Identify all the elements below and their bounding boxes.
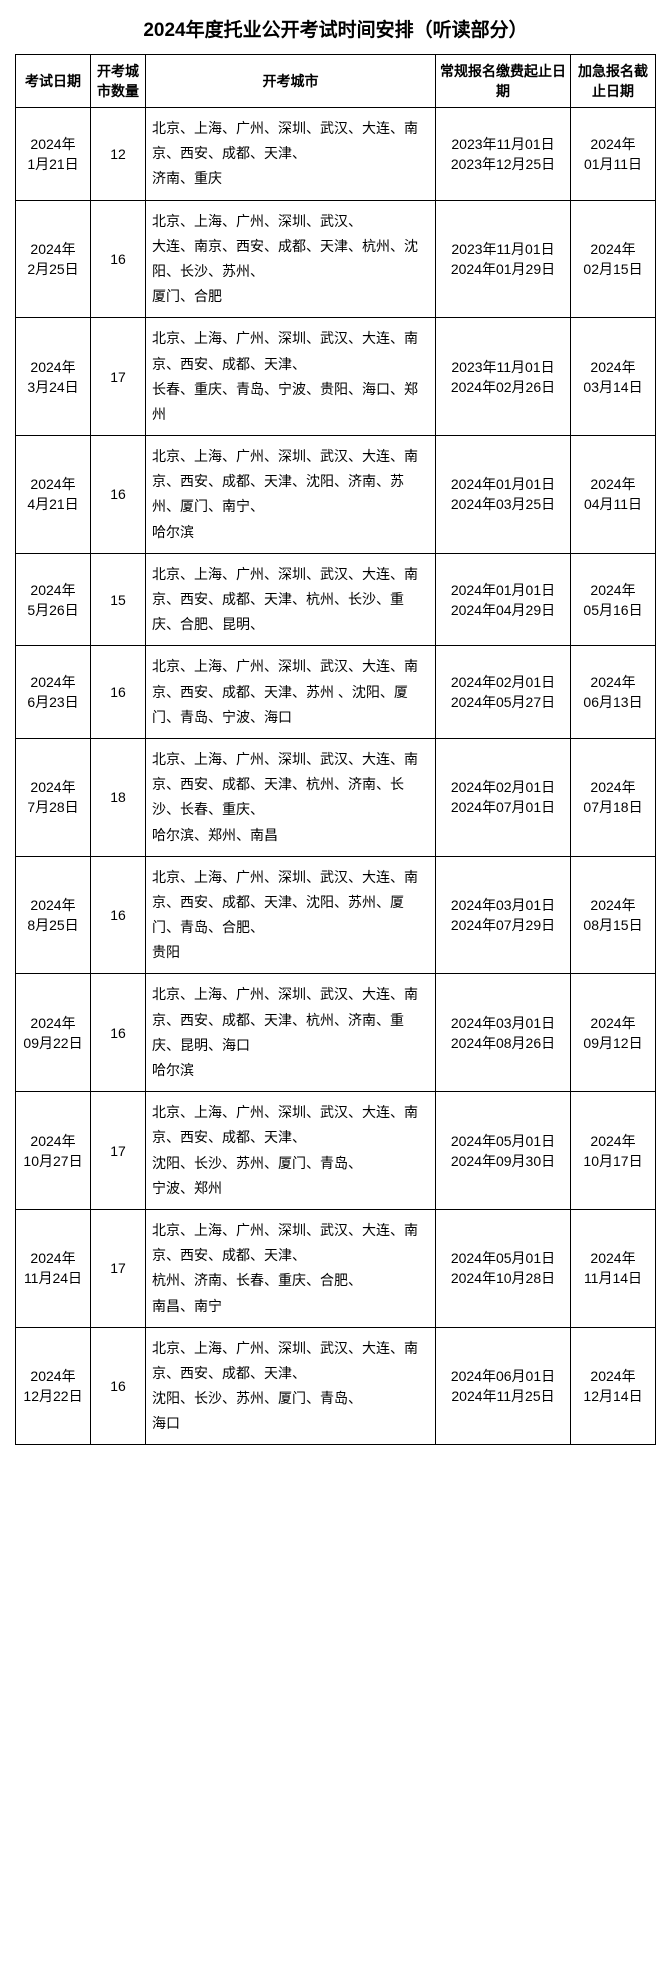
cell-regular-reg: 2023年11月01日2024年02月26日 — [436, 318, 571, 436]
cell-regular-reg: 2024年02月01日2024年05月27日 — [436, 646, 571, 739]
cell-exam-date: 2024年7月28日 — [16, 738, 91, 856]
cell-regular-reg: 2024年03月01日2024年07月29日 — [436, 856, 571, 974]
cell-cities: 北京、上海、广州、深圳、武汉、大连、南京、西安、成都、天津、杭州、济南、长春、重… — [146, 1209, 436, 1327]
table-row: 2024年2月25日16北京、上海、广州、深圳、武汉、大连、南京、西安、成都、天… — [16, 200, 656, 318]
cell-rush-reg: 2024年08月15日 — [571, 856, 656, 974]
header-regular-reg: 常规报名缴费起止日期 — [436, 55, 571, 108]
cell-exam-date: 2024年4月21日 — [16, 436, 91, 554]
cell-city-count: 17 — [91, 1209, 146, 1327]
cell-city-count: 16 — [91, 856, 146, 974]
cell-exam-date: 2024年8月25日 — [16, 856, 91, 974]
cell-cities: 北京、上海、广州、深圳、武汉、大连、南京、西安、成都、天津、杭州、济南、长沙、长… — [146, 738, 436, 856]
cell-regular-reg: 2024年03月01日2024年08月26日 — [436, 974, 571, 1092]
cell-exam-date: 2024年6月23日 — [16, 646, 91, 739]
cell-regular-reg: 2024年01月01日2024年04月29日 — [436, 553, 571, 646]
cell-rush-reg: 2024年01月11日 — [571, 108, 656, 201]
cell-rush-reg: 2024年09月12日 — [571, 974, 656, 1092]
table-row: 2024年5月26日15北京、上海、广州、深圳、武汉、大连、南京、西安、成都、天… — [16, 553, 656, 646]
cell-exam-date: 2024年2月25日 — [16, 200, 91, 318]
cell-city-count: 16 — [91, 974, 146, 1092]
table-row: 2024年11月24日17北京、上海、广州、深圳、武汉、大连、南京、西安、成都、… — [16, 1209, 656, 1327]
cell-exam-date: 2024年09月22日 — [16, 974, 91, 1092]
cell-rush-reg: 2024年05月16日 — [571, 553, 656, 646]
cell-cities: 北京、上海、广州、深圳、武汉、大连、南京、西安、成都、天津、沈阳、苏州、厦门、青… — [146, 856, 436, 974]
table-row: 2024年7月28日18北京、上海、广州、深圳、武汉、大连、南京、西安、成都、天… — [16, 738, 656, 856]
schedule-table: 考试日期 开考城市数量 开考城市 常规报名缴费起止日期 加急报名截止日期 202… — [15, 54, 656, 1445]
cell-city-count: 16 — [91, 646, 146, 739]
cell-city-count: 16 — [91, 436, 146, 554]
cell-city-count: 12 — [91, 108, 146, 201]
cell-city-count: 18 — [91, 738, 146, 856]
cell-exam-date: 2024年5月26日 — [16, 553, 91, 646]
cell-city-count: 17 — [91, 1092, 146, 1210]
table-row: 2024年3月24日17北京、上海、广州、深圳、武汉、大连、南京、西安、成都、天… — [16, 318, 656, 436]
header-exam-date: 考试日期 — [16, 55, 91, 108]
cell-regular-reg: 2023年11月01日2023年12月25日 — [436, 108, 571, 201]
cell-cities: 北京、上海、广州、深圳、武汉、大连、南京、西安、成都、天津、杭州、长沙、重庆、合… — [146, 553, 436, 646]
cell-regular-reg: 2024年02月01日2024年07月01日 — [436, 738, 571, 856]
header-rush-reg: 加急报名截止日期 — [571, 55, 656, 108]
cell-exam-date: 2024年10月27日 — [16, 1092, 91, 1210]
cell-cities: 北京、上海、广州、深圳、武汉、大连、南京、西安、成都、天津、济南、重庆 — [146, 108, 436, 201]
cell-rush-reg: 2024年04月11日 — [571, 436, 656, 554]
cell-rush-reg: 2024年03月14日 — [571, 318, 656, 436]
table-row: 2024年10月27日17北京、上海、广州、深圳、武汉、大连、南京、西安、成都、… — [16, 1092, 656, 1210]
table-row: 2024年09月22日16北京、上海、广州、深圳、武汉、大连、南京、西安、成都、… — [16, 974, 656, 1092]
cell-cities: 北京、上海、广州、深圳、武汉、大连、南京、西安、成都、天津、长春、重庆、青岛、宁… — [146, 318, 436, 436]
cell-exam-date: 2024年1月21日 — [16, 108, 91, 201]
cell-exam-date: 2024年11月24日 — [16, 1209, 91, 1327]
cell-rush-reg: 2024年02月15日 — [571, 200, 656, 318]
cell-regular-reg: 2023年11月01日2024年01月29日 — [436, 200, 571, 318]
header-city-count: 开考城市数量 — [91, 55, 146, 108]
table-row: 2024年8月25日16北京、上海、广州、深圳、武汉、大连、南京、西安、成都、天… — [16, 856, 656, 974]
cell-city-count: 17 — [91, 318, 146, 436]
cell-cities: 北京、上海、广州、深圳、武汉、大连、南京、西安、成都、天津、杭州、济南、重庆、昆… — [146, 974, 436, 1092]
cell-cities: 北京、上海、广州、深圳、武汉、大连、南京、西安、成都、天津、沈阳、济南、苏州、厦… — [146, 436, 436, 554]
cell-regular-reg: 2024年05月01日2024年09月30日 — [436, 1092, 571, 1210]
cell-rush-reg: 2024年07月18日 — [571, 738, 656, 856]
cell-regular-reg: 2024年05月01日2024年10月28日 — [436, 1209, 571, 1327]
cell-cities: 北京、上海、广州、深圳、武汉、大连、南京、西安、成都、天津、沈阳、长沙、苏州、厦… — [146, 1092, 436, 1210]
cell-regular-reg: 2024年01月01日2024年03月25日 — [436, 436, 571, 554]
table-row: 2024年1月21日12北京、上海、广州、深圳、武汉、大连、南京、西安、成都、天… — [16, 108, 656, 201]
cell-regular-reg: 2024年06月01日2024年11月25日 — [436, 1327, 571, 1445]
cell-cities: 北京、上海、广州、深圳、武汉、大连、南京、西安、成都、天津、沈阳、长沙、苏州、厦… — [146, 1327, 436, 1445]
cell-rush-reg: 2024年10月17日 — [571, 1092, 656, 1210]
cell-cities: 北京、上海、广州、深圳、武汉、大连、南京、西安、成都、天津、苏州 、沈阳、厦门、… — [146, 646, 436, 739]
table-row: 2024年6月23日16北京、上海、广州、深圳、武汉、大连、南京、西安、成都、天… — [16, 646, 656, 739]
table-row: 2024年4月21日16北京、上海、广州、深圳、武汉、大连、南京、西安、成都、天… — [16, 436, 656, 554]
cell-cities: 北京、上海、广州、深圳、武汉、大连、南京、西安、成都、天津、杭州、沈阳、长沙、苏… — [146, 200, 436, 318]
header-cities: 开考城市 — [146, 55, 436, 108]
cell-rush-reg: 2024年11月14日 — [571, 1209, 656, 1327]
cell-exam-date: 2024年12月22日 — [16, 1327, 91, 1445]
cell-city-count: 16 — [91, 200, 146, 318]
page-title: 2024年度托业公开考试时间安排（听读部分） — [15, 15, 656, 42]
cell-city-count: 16 — [91, 1327, 146, 1445]
cell-exam-date: 2024年3月24日 — [16, 318, 91, 436]
cell-city-count: 15 — [91, 553, 146, 646]
cell-rush-reg: 2024年12月14日 — [571, 1327, 656, 1445]
table-header-row: 考试日期 开考城市数量 开考城市 常规报名缴费起止日期 加急报名截止日期 — [16, 55, 656, 108]
table-row: 2024年12月22日16北京、上海、广州、深圳、武汉、大连、南京、西安、成都、… — [16, 1327, 656, 1445]
cell-rush-reg: 2024年06月13日 — [571, 646, 656, 739]
